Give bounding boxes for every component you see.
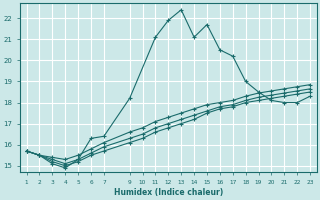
X-axis label: Humidex (Indice chaleur): Humidex (Indice chaleur): [114, 188, 223, 197]
